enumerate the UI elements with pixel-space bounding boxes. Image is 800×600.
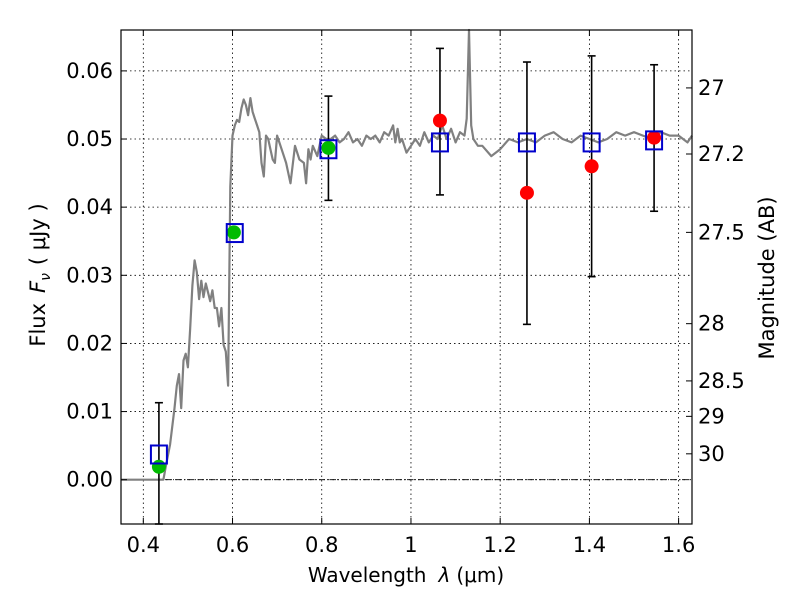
x-tick-label: 0.8: [305, 533, 338, 557]
x-axis-title-text: Wavelength: [308, 563, 427, 587]
measurement-point: [584, 159, 599, 174]
detection-point: [151, 459, 166, 474]
data-markers: [149, 113, 664, 474]
y-tick-label: 0.02: [66, 331, 113, 355]
model-bandpass-square: [430, 132, 449, 153]
x-tick-label: 1.4: [573, 533, 606, 557]
y-tick-label: 0.01: [66, 400, 113, 424]
model-bandpass-square: [517, 132, 536, 153]
error-bars: [154, 47, 659, 525]
y-axis-title: Flux Fν ( μJy ): [26, 203, 54, 346]
model-bandpass-square: [225, 223, 244, 244]
y-tick-label: 0.04: [66, 195, 113, 219]
plot-frame: [120, 29, 693, 525]
x-axis-title: Wavelength λ (μm): [308, 563, 504, 587]
y2-tick-label: 27.2: [698, 142, 745, 166]
y-tick-label: 0.03: [66, 263, 113, 287]
y2-tick-label: 27: [698, 76, 725, 100]
y-axis-unit: ( μJy ): [26, 203, 50, 265]
y-axis-symbol: F: [26, 280, 50, 293]
y-axis-subscript: ν: [38, 273, 54, 281]
measurement-point: [432, 113, 447, 128]
y2-tick-label: 27.5: [698, 220, 745, 244]
model-spectrum-line: [121, 28, 693, 481]
x-tick-label: 0.6: [216, 533, 249, 557]
model-bandpass-square: [149, 444, 168, 465]
y-axis-title-text: Flux: [26, 303, 50, 347]
model-bandpass-square: [582, 132, 601, 153]
x-tick-label: 1.2: [483, 533, 516, 557]
y-tick-label: 0.00: [66, 468, 113, 492]
y2-tick-label: 28.5: [698, 369, 745, 393]
y-tick-label: 0.06: [66, 59, 113, 83]
y2-tick-label: 30: [698, 442, 725, 466]
y-tick-label: 0.05: [66, 127, 113, 151]
y2-tick-label: 29: [698, 404, 725, 428]
axis-ticks: 0.4 0.6 0.8 1 1.2 1.4 1.6 0.00 0.01 0.02 0.03 0.04 0…: [66, 30, 745, 557]
y2-axis-title: Magnitude (AB): [755, 196, 779, 359]
detection-point: [226, 225, 241, 240]
y2-tick-label: 28: [698, 312, 725, 336]
x-tick-label: 0.4: [127, 533, 160, 557]
grid-lines: [121, 30, 692, 524]
measurement-point: [647, 130, 662, 145]
spectrum-line: [121, 28, 693, 481]
x-tick-label: 1: [404, 533, 417, 557]
x-tick-label: 1.6: [662, 533, 695, 557]
x-axis-unit: (μm): [456, 563, 504, 587]
x-axis-symbol: λ: [438, 563, 451, 587]
model-bandpass-square: [319, 139, 338, 160]
model-bandpass-square: [645, 130, 664, 151]
measurement-point: [519, 185, 534, 200]
detection-point: [321, 140, 336, 155]
